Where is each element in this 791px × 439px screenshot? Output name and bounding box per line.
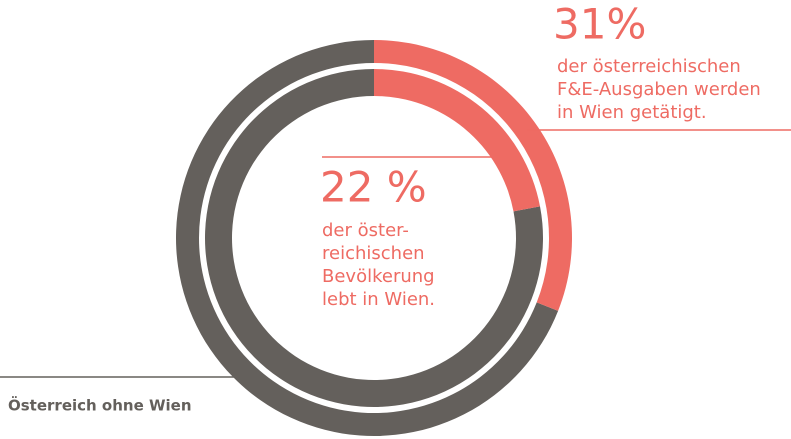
caption-line: F&E-Ausgaben werden (557, 79, 761, 100)
value-label: 22 % (320, 163, 427, 212)
caption-line: der österreichischen (557, 56, 741, 77)
caption-line: der öster- (322, 220, 409, 241)
caption-line: reichischen (322, 243, 425, 264)
legend-label: Österreich ohne Wien (8, 396, 192, 415)
donut-segment (374, 40, 572, 311)
caption-line: Bevölkerung (322, 266, 435, 287)
caption-line: in Wien getätigt. (557, 102, 707, 123)
caption-line: lebt in Wien. (322, 289, 435, 310)
value-label: 31% (553, 0, 646, 49)
donut-segment (374, 69, 541, 212)
